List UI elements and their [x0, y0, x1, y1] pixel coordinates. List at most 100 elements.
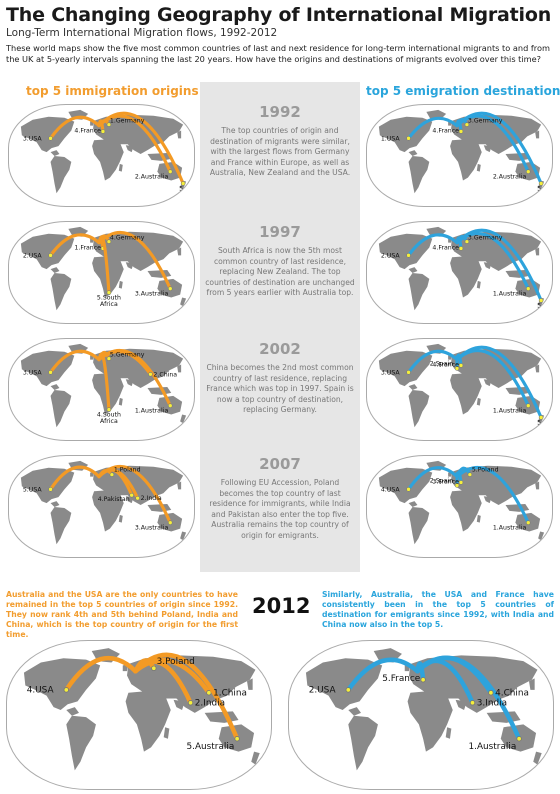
- country-label: 2.China: [153, 371, 177, 378]
- landmass: [66, 707, 79, 716]
- country-label: 4.USA: [27, 686, 55, 696]
- map-immigration-2007: 1.Poland 2.India 3.Australia 4.Pakistan 5.US…: [8, 455, 195, 558]
- country-marker: [48, 253, 53, 258]
- flow-arc-france: [415, 661, 426, 683]
- country-marker: [206, 689, 212, 696]
- landmass: [533, 751, 542, 765]
- landmass: [50, 506, 72, 545]
- landmass: [451, 231, 542, 272]
- landmass: [450, 490, 482, 532]
- flow-arc-new-zealand: [455, 228, 543, 303]
- country-label: 2.USA: [23, 252, 43, 259]
- country-label: 2.Spain: [430, 360, 453, 367]
- year-description: China becomes the 2nd most common countr…: [206, 363, 354, 414]
- world-map-svg: 1.Australia 2.China 3.USA 4.South Africa 5.Ge…: [20, 343, 187, 428]
- country-label: 1.Poland: [114, 467, 141, 474]
- center-band: [200, 82, 360, 572]
- country-label: 4.China: [495, 689, 529, 699]
- landmass: [118, 514, 123, 523]
- country-marker: [420, 677, 426, 683]
- landmass: [348, 707, 361, 716]
- landmass: [177, 247, 182, 256]
- country-label: 1.China: [213, 689, 247, 699]
- country-marker: [406, 136, 411, 141]
- summary-immigration: Australia and the USA are the only count…: [6, 590, 238, 639]
- year-label: 1992: [259, 103, 301, 121]
- flow-arc-poland: [455, 466, 472, 479]
- country-marker: [48, 487, 53, 492]
- landmass: [451, 465, 542, 506]
- landmass: [118, 280, 123, 289]
- landmass: [535, 481, 540, 490]
- country-marker: [100, 129, 106, 134]
- landmass: [180, 531, 187, 541]
- map-immigration-2012: 1.China 2.India 3.Poland 4.USA 5.Australia: [6, 640, 272, 790]
- landmass: [535, 130, 540, 139]
- country-marker: [106, 239, 112, 244]
- landmass: [125, 691, 171, 752]
- country-label: 5.Germany: [110, 352, 145, 359]
- country-marker: [464, 122, 470, 127]
- landmass: [92, 139, 124, 181]
- flow-arc-australia: [133, 652, 240, 742]
- year-block-2002: 2002 China becomes the 2nd most common c…: [204, 340, 356, 416]
- landmass: [483, 496, 492, 504]
- landmass: [93, 348, 184, 389]
- landmass: [476, 397, 481, 406]
- flow-arc-usa: [48, 465, 101, 491]
- landmass: [118, 397, 123, 406]
- flow-arc-south-africa: [97, 235, 111, 295]
- flow-arc-usa: [406, 116, 459, 140]
- landmass: [408, 501, 418, 507]
- landmass: [409, 655, 538, 713]
- flow-arc-pakistan: [97, 467, 134, 497]
- country-marker: [454, 483, 460, 488]
- country-label: 4.France: [432, 361, 459, 368]
- landmass: [251, 751, 260, 765]
- world-map-svg: 1.France 2.USA 3.Australia 4.Germany 5.South…: [20, 226, 187, 311]
- world-map-svg: 1.USA 2.Australia 3.Germany 4.France 5.NewZe…: [378, 109, 552, 199]
- landmass: [445, 727, 452, 739]
- landmass: [408, 267, 418, 273]
- landmass: [163, 727, 170, 739]
- country-label: 1.Australia: [468, 742, 516, 752]
- country-marker: [458, 480, 464, 485]
- country-label: 3.USA: [23, 135, 43, 142]
- flow-arc-usa: [406, 349, 459, 374]
- country-label: 3.USA: [23, 369, 43, 376]
- country-label: 3.France: [432, 478, 459, 485]
- landmass: [93, 465, 184, 506]
- country-label: 3.Germany: [468, 235, 503, 242]
- country-marker: [106, 290, 112, 295]
- landmass: [407, 691, 453, 752]
- country-marker: [464, 239, 470, 244]
- country-label: 4.South Africa: [97, 411, 121, 425]
- country-label: 2.USA: [309, 686, 337, 696]
- map-emigration-1997: 1.Australia 2.USA 3.Germany 4.France 5.NewZe…: [366, 221, 553, 324]
- country-label: 1.USA: [381, 135, 401, 142]
- country-marker: [167, 169, 173, 174]
- landmass: [483, 379, 492, 387]
- map-immigration-2002: 1.Australia 2.China 3.USA 4.South Africa 5.Ge…: [8, 338, 195, 441]
- country-marker: [406, 487, 411, 492]
- landmass: [125, 145, 134, 153]
- year-description: The top countries of origin and destinat…: [209, 126, 351, 177]
- country-marker: [454, 366, 460, 371]
- flow-arc-usa: [406, 466, 459, 491]
- landmass: [483, 145, 492, 153]
- country-label: 3.Poland: [157, 657, 195, 667]
- country-marker: [48, 136, 53, 141]
- landmass: [118, 163, 123, 172]
- country-label: 4.France: [432, 244, 459, 251]
- country-marker: [48, 370, 53, 375]
- country-label: 4.France: [74, 127, 101, 134]
- world-map-svg: 1.Australia 2.Spain 3.USA 4.France 5.NewZeal…: [378, 343, 552, 433]
- page-subtitle: Long-Term International Migration flows,…: [6, 27, 278, 39]
- flow-arc-usa: [346, 657, 420, 693]
- country-label: 3.USA: [381, 369, 401, 376]
- world-map-svg: 1.Germany 2.Australia 3.USA 4.France 5.NewZe…: [20, 109, 194, 199]
